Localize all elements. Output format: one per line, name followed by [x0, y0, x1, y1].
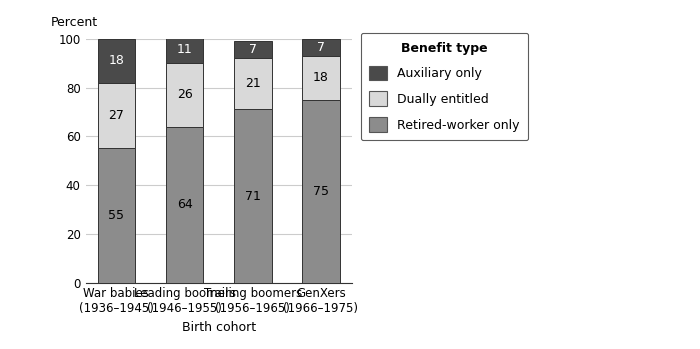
- Text: 64: 64: [176, 198, 193, 211]
- Bar: [234, 110, 272, 283]
- Legend: Auxiliary only, Dually entitled, Retired-worker only: Auxiliary only, Dually entitled, Retired…: [360, 33, 528, 140]
- Bar: [97, 148, 135, 283]
- Text: 75: 75: [313, 185, 329, 198]
- Bar: [302, 39, 340, 56]
- Bar: [302, 56, 340, 100]
- Text: 71: 71: [245, 190, 260, 202]
- Bar: [166, 63, 203, 127]
- Text: 11: 11: [176, 43, 193, 56]
- Text: 18: 18: [108, 54, 125, 67]
- Text: 7: 7: [317, 41, 325, 54]
- Text: 55: 55: [108, 209, 125, 222]
- Bar: [234, 41, 272, 58]
- Bar: [166, 36, 203, 63]
- Bar: [97, 39, 135, 83]
- Bar: [97, 83, 135, 148]
- Text: 26: 26: [176, 88, 193, 101]
- X-axis label: Birth cohort: Birth cohort: [181, 321, 256, 334]
- Bar: [166, 127, 203, 283]
- Text: 18: 18: [313, 71, 329, 84]
- Text: 7: 7: [248, 43, 257, 56]
- Bar: [302, 100, 340, 283]
- Bar: [234, 58, 272, 110]
- Text: 27: 27: [108, 109, 125, 122]
- Text: 21: 21: [245, 77, 260, 90]
- Text: Percent: Percent: [51, 16, 98, 29]
